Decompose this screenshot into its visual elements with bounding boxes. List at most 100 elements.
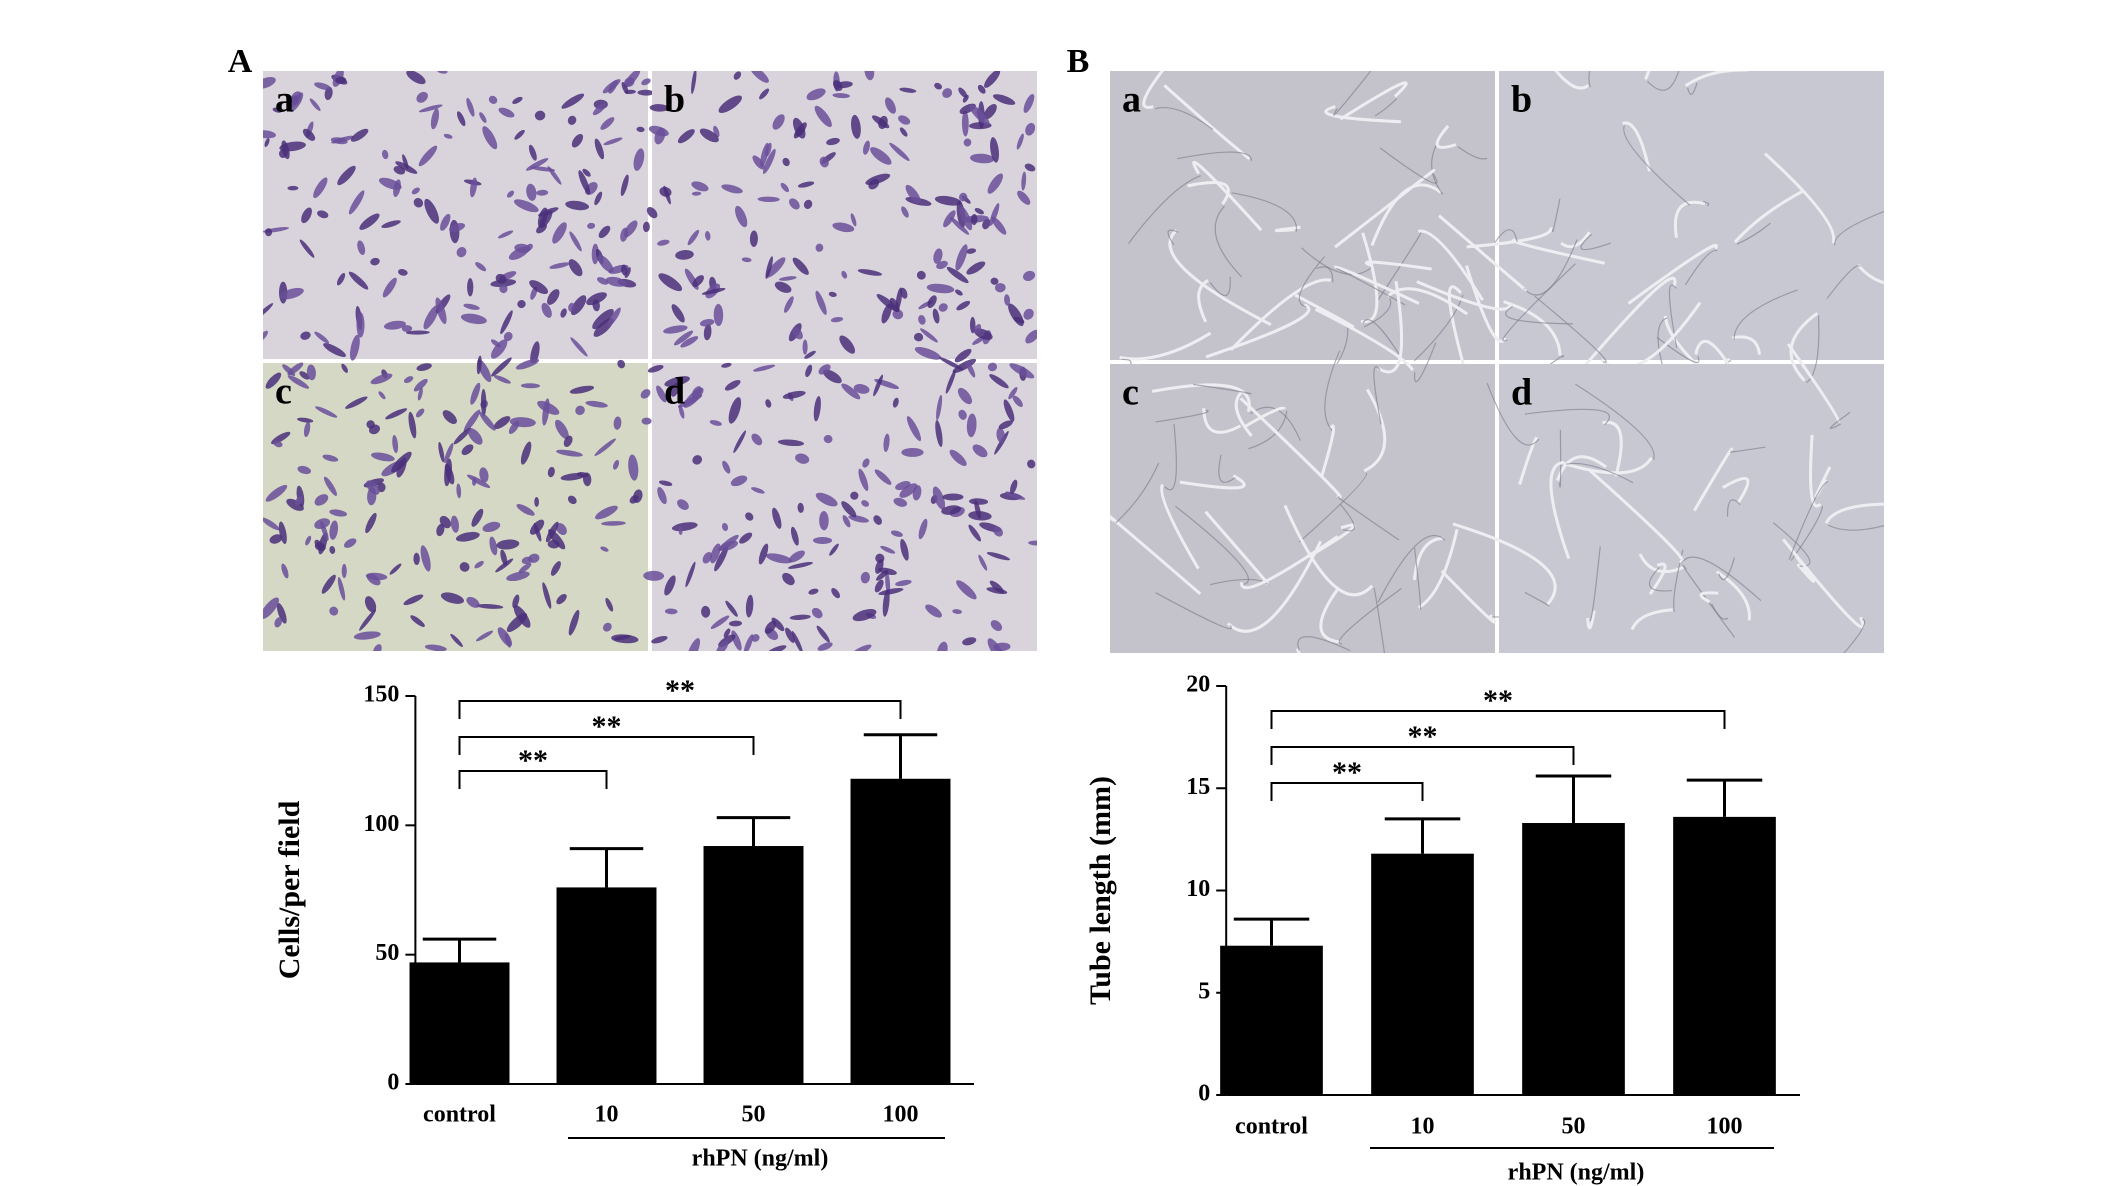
stained-cell <box>814 105 832 128</box>
stained-cell <box>841 501 857 518</box>
tube-network <box>1511 238 1605 265</box>
stained-cell <box>628 454 639 481</box>
stained-cell <box>892 309 904 320</box>
tube-network <box>1197 279 1209 323</box>
tube-edge <box>1551 198 1561 233</box>
stained-cell <box>901 206 909 218</box>
stained-cell <box>881 303 892 324</box>
significance-label: ** <box>518 744 548 777</box>
stained-cell <box>320 520 329 541</box>
stained-cell <box>765 256 773 279</box>
stained-cell <box>751 433 763 446</box>
panel-label: A <box>228 43 253 80</box>
stained-cell <box>966 248 977 254</box>
stained-cell <box>782 572 795 586</box>
stained-cell <box>686 638 701 651</box>
stained-cell <box>514 129 525 140</box>
stained-cell <box>413 378 428 392</box>
stained-cell <box>314 494 329 506</box>
stained-cell <box>811 607 823 619</box>
tube-edge <box>1155 107 1214 130</box>
stained-cell <box>438 442 445 463</box>
tube-network <box>1229 278 1332 351</box>
stained-cell <box>955 244 968 271</box>
stained-cell <box>677 129 695 144</box>
stained-cell <box>876 570 889 581</box>
stained-cell <box>969 498 989 505</box>
stained-cell <box>636 126 645 133</box>
stained-cell <box>664 608 678 615</box>
tube-edge <box>1374 98 1398 117</box>
x-tick-label: 50 <box>1562 1114 1586 1140</box>
y-tick-label: 15 <box>1186 774 1210 800</box>
stained-cell <box>934 82 943 90</box>
tube-edge <box>1431 141 1444 195</box>
stained-cell <box>916 270 926 280</box>
stained-cell <box>764 620 777 634</box>
stained-cell <box>816 625 830 643</box>
tube-network <box>1363 388 1387 473</box>
tube-network <box>1644 71 1651 80</box>
stained-cell <box>594 438 616 456</box>
stained-cell <box>321 574 336 594</box>
tube-network <box>1295 648 1301 653</box>
stained-cell <box>373 644 382 651</box>
stained-cell <box>664 376 690 387</box>
tube-edge <box>1711 603 1729 620</box>
stained-cell <box>829 543 839 556</box>
stained-cell <box>643 570 665 581</box>
stained-cell <box>878 588 904 596</box>
stained-cell <box>885 571 891 595</box>
stained-cell <box>956 580 977 600</box>
y-tick-label: 20 <box>1186 672 1210 698</box>
stained-cell <box>925 604 942 618</box>
stained-cell <box>506 190 515 198</box>
stained-cell <box>946 266 969 284</box>
stained-cell <box>280 287 304 300</box>
stained-cell <box>306 364 316 381</box>
stained-cell <box>263 517 280 531</box>
tube-network <box>1638 553 1685 574</box>
stained-cell <box>641 78 651 86</box>
stained-cell <box>898 115 911 125</box>
stained-cell <box>598 225 611 239</box>
stained-cell <box>710 543 721 564</box>
stained-cell <box>1003 399 1015 422</box>
stained-cell <box>722 460 731 474</box>
stained-cell <box>819 156 829 168</box>
stained-cell <box>823 434 833 444</box>
tube-edge <box>1115 462 1160 524</box>
stained-cell <box>828 291 837 297</box>
stained-cell <box>875 553 885 563</box>
stained-cell <box>533 522 542 542</box>
stained-cell <box>620 174 629 196</box>
stained-cell <box>365 512 377 534</box>
group-label: rhPN (ng/ml) <box>1508 1160 1645 1186</box>
stained-cell <box>936 394 943 421</box>
stained-cell <box>763 148 776 174</box>
stained-cell <box>415 408 425 418</box>
stained-cell <box>858 468 869 491</box>
stained-cell <box>815 243 824 252</box>
stained-cell <box>602 622 612 632</box>
tube-network <box>1673 200 1706 238</box>
stained-cell <box>490 339 508 359</box>
stained-cell <box>832 80 843 91</box>
bar <box>850 778 951 1084</box>
stained-cell <box>378 391 386 400</box>
stained-cell <box>424 198 440 224</box>
stained-cell <box>364 596 377 613</box>
stained-cell <box>602 79 621 94</box>
stained-cell <box>935 419 943 448</box>
stained-cell <box>728 397 742 424</box>
bar <box>1220 945 1323 1095</box>
stained-cell <box>497 230 514 239</box>
stained-cell <box>990 620 1003 632</box>
significance-bracket <box>1270 782 1424 801</box>
stained-cell <box>348 190 365 215</box>
stained-cell <box>605 597 614 612</box>
stained-cell <box>301 207 312 224</box>
significance-label: ** <box>592 710 622 743</box>
stained-cell <box>343 538 357 548</box>
bar <box>1371 853 1474 1095</box>
